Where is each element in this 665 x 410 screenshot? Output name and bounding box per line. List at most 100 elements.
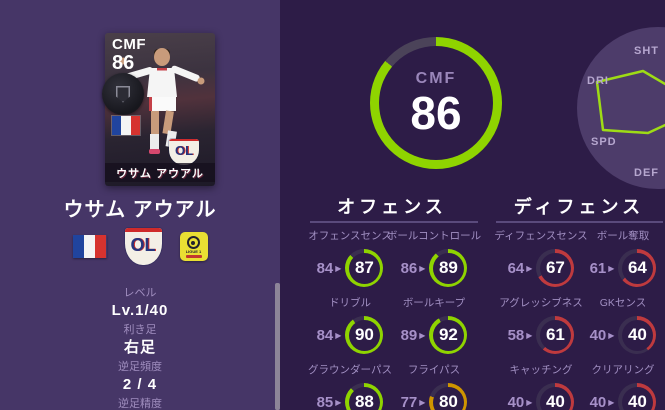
stat-base-value: 85 (316, 393, 334, 410)
france-flag-icon (112, 116, 140, 135)
stat-current-value: 40 (627, 392, 647, 410)
player-photo (119, 48, 205, 154)
stat-dribbling: ドリブル 84 ▶ 90 (308, 297, 392, 354)
defense-section-title: ディフェンス (513, 197, 645, 217)
stat-ring: 67 (536, 249, 575, 287)
stat-ball-keep: ボールキープ 89 ▶ 92 (392, 297, 476, 354)
player-summary-panel: CMF 86 OL ウサム アウアル ウサム アウアル (0, 0, 280, 410)
stat-catching: キャッチング 40 ▶ 40 (500, 364, 582, 410)
crest-icon (116, 85, 130, 103)
stat-current-value: 90 (354, 325, 374, 344)
stat-current-value: 40 (627, 325, 647, 344)
arrow-right-icon: ▶ (335, 263, 342, 273)
stat-ring: 40 (618, 383, 657, 410)
card-player-name: ウサム アウアル (116, 167, 204, 180)
stat-ring: 40 (618, 316, 657, 354)
ligue1-badge-icon: LIGUE 1 (179, 232, 208, 261)
stat-ring: 80 (429, 383, 468, 410)
stat-current-value: 64 (627, 258, 647, 277)
stat-ring: 88 (345, 383, 384, 410)
stat-ring: 89 (429, 249, 468, 287)
stat-ball-winning: ボール奪取 61 ▶ 64 (582, 230, 664, 287)
arrow-right-icon: ▶ (335, 397, 342, 407)
arrow-right-icon: ▶ (526, 330, 533, 340)
offense-section-title: オフェンス (337, 197, 447, 217)
stat-low-pass: グラウンダーパス 85 ▶ 88 (308, 364, 392, 410)
stat-current-value: 89 (438, 258, 458, 277)
stat-aggressiveness: アグレッシブネス 58 ▶ 61 (499, 297, 583, 354)
stat-ball-control: ボールコントロール 86 ▶ 89 (387, 230, 481, 287)
stat-ring: 92 (429, 316, 468, 354)
olympique-lyonnais-badge-icon: OL (124, 228, 162, 265)
france-flag-icon (72, 235, 107, 258)
stat-base-value: 64 (507, 259, 525, 277)
stat-offense-sense: オフェンスセンス 84 ▶ 87 (308, 230, 392, 287)
stat-base-value: 40 (589, 393, 607, 410)
info-value-weakfoot-usage: 2 / 4 (122, 376, 158, 393)
info-label-weakfoot-usage: 逆足頻度 (118, 361, 162, 373)
info-label-foot: 利き足 (123, 324, 157, 336)
stat-current-value: 92 (438, 325, 458, 344)
arrow-right-icon: ▶ (419, 397, 426, 407)
arrow-right-icon: ▶ (526, 397, 533, 407)
stat-defense-sense: ディフェンスセンス 64 ▶ 67 (494, 230, 588, 287)
ligue1-swirl-icon (187, 235, 200, 249)
stat-base-value: 58 (507, 326, 525, 344)
card-position-label: CMF (112, 36, 146, 53)
stat-ring: 87 (345, 249, 384, 287)
radar-label-def: DEF (634, 167, 659, 179)
stat-clearing: クリアリング 40 ▶ 40 (582, 364, 664, 410)
stat-base-value: 77 (400, 393, 418, 410)
stat-base-value: 40 (589, 326, 607, 344)
arrow-right-icon: ▶ (526, 263, 533, 273)
gauge-rating-value: 86 (410, 87, 462, 139)
club-badge-icon: OL (169, 139, 199, 165)
radar-label-sht: SHT (634, 45, 659, 57)
arrow-right-icon: ▶ (608, 330, 615, 340)
radar-label-dri: DRI (587, 75, 609, 87)
stat-base-value: 89 (400, 326, 418, 344)
offense-section-divider (310, 221, 478, 223)
stat-base-value: 61 (589, 259, 607, 277)
stat-current-value: 40 (545, 392, 565, 410)
info-value-level: Lv.1/40 (111, 302, 169, 319)
stat-current-value: 80 (438, 392, 458, 410)
arrow-right-icon: ▶ (608, 263, 615, 273)
stat-base-value: 84 (316, 326, 334, 344)
offense-stats-grid: オフェンスセンス 84 ▶ 87 ボールコントロール 86 ▶ 89 ドリブル (308, 230, 481, 410)
info-value-foot: 右足 (123, 339, 156, 356)
arrow-right-icon: ▶ (419, 330, 426, 340)
player-card[interactable]: CMF 86 OL ウサム アウアル (102, 33, 215, 186)
stat-ring: 90 (345, 316, 384, 354)
stat-current-value: 67 (545, 258, 565, 277)
radar-label-spd: SPD (591, 136, 617, 148)
info-label-weakfoot-accuracy: 逆足精度 (118, 398, 162, 410)
overall-rating-gauge: CMF 86 (370, 37, 502, 169)
arrow-right-icon: ▶ (335, 330, 342, 340)
radar-chart (595, 69, 665, 135)
stat-ring: 40 (536, 383, 575, 410)
gauge-position-label: CMF (415, 70, 457, 87)
stat-ring: 64 (618, 249, 657, 287)
defense-section-divider (496, 221, 663, 223)
player-info-list: レベル Lv.1/40 利き足 右足 逆足頻度 2 / 4 逆足精度 (10, 287, 270, 410)
player-name: ウサム アウアル (63, 199, 217, 221)
card-rating: 86 (112, 52, 135, 74)
info-label-level: レベル (123, 287, 157, 299)
player-type-badge-icon (102, 73, 144, 115)
club-initials: OL (174, 143, 194, 158)
stat-current-value: 61 (545, 325, 565, 344)
radar-polygon (595, 69, 665, 135)
arrow-right-icon: ▶ (608, 397, 615, 407)
panel-scrollbar[interactable] (275, 283, 280, 410)
affiliation-badges: OL LIGUE 1 (10, 228, 270, 265)
stat-base-value: 86 (400, 259, 418, 277)
stat-base-value: 84 (316, 259, 334, 277)
stat-ring: 61 (536, 316, 575, 354)
stat-base-value: 40 (507, 393, 525, 410)
stat-current-value: 87 (354, 258, 374, 277)
stat-gk-sense: GKセンス 40 ▶ 40 (582, 297, 664, 354)
arrow-right-icon: ▶ (419, 263, 426, 273)
club-band (169, 139, 199, 141)
